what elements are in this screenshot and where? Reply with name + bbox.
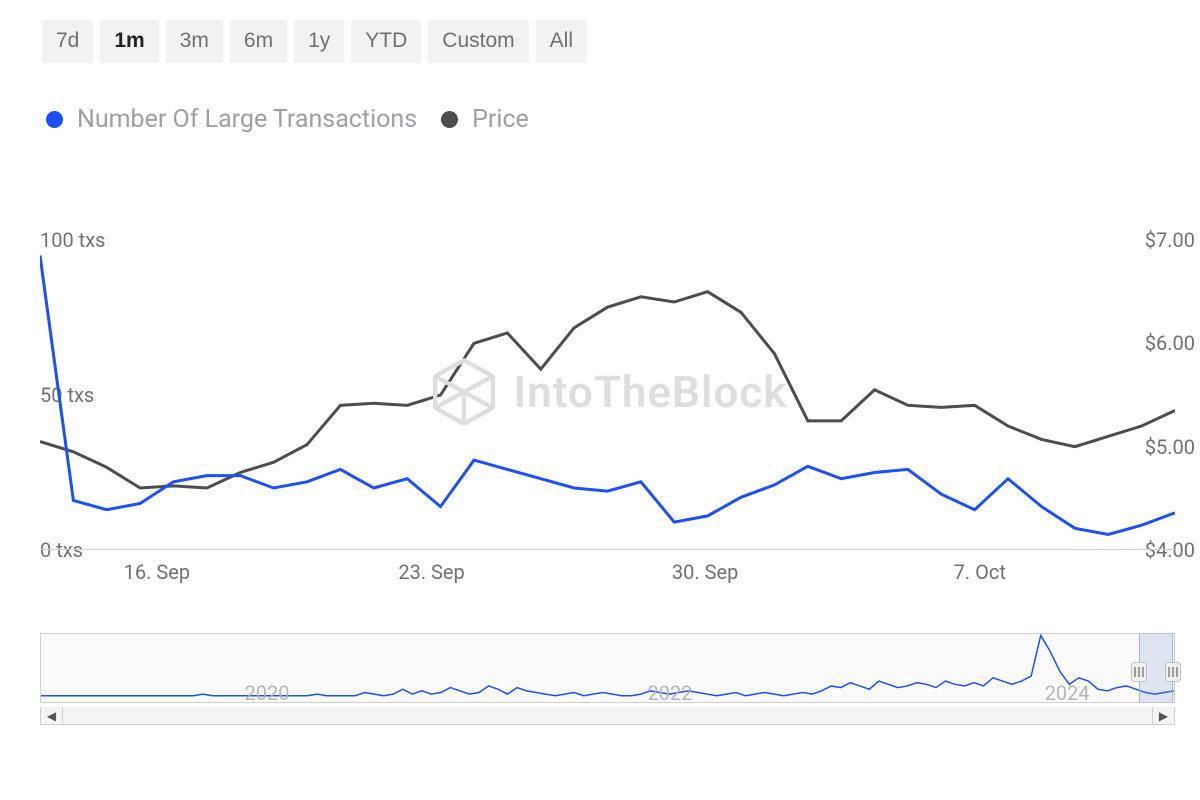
range-7d[interactable]: 7d	[42, 20, 93, 63]
range-custom[interactable]: Custom	[428, 20, 528, 63]
xaxis-tick: 7. Oct	[954, 560, 1006, 584]
legend-dot-transactions	[46, 111, 63, 128]
range-1m[interactable]: 1m	[100, 20, 158, 63]
range-all[interactable]: All	[536, 20, 587, 63]
navigator-year-tick: 2024	[1045, 681, 1090, 705]
legend-label-price: Price	[472, 105, 529, 134]
chart-baseline	[40, 549, 1175, 550]
xaxis-tick: 30. Sep	[672, 560, 738, 584]
legend-dot-price	[441, 111, 458, 128]
main-chart[interactable]: IntoTheBlock	[40, 240, 1175, 550]
navigator-year-tick: 2022	[647, 681, 692, 705]
chart-navigator[interactable]: ◀ ▶ 2020 2022 2024	[40, 633, 1175, 725]
range-3m[interactable]: 3m	[166, 20, 223, 63]
navigator-year-tick: 2020	[245, 681, 290, 705]
range-6m[interactable]: 6m	[230, 20, 287, 63]
legend-label-transactions: Number Of Large Transactions	[77, 105, 417, 134]
navigator-scrollbar[interactable]: ◀ ▶	[40, 707, 1175, 725]
legend-item-price[interactable]: Price	[441, 105, 529, 134]
navigator-scroll-right[interactable]: ▶	[1152, 707, 1174, 724]
navigator-handle-right[interactable]	[1165, 662, 1181, 682]
legend-item-transactions[interactable]: Number Of Large Transactions	[46, 105, 417, 134]
chart-canvas	[40, 240, 1175, 550]
xaxis-tick: 23. Sep	[398, 560, 464, 584]
range-1y[interactable]: 1y	[294, 20, 344, 63]
navigator-canvas	[41, 634, 1174, 702]
xaxis-tick: 16. Sep	[124, 560, 190, 584]
navigator-handle-left[interactable]	[1131, 662, 1147, 682]
range-ytd[interactable]: YTD	[351, 20, 421, 63]
navigator-scroll-left[interactable]: ◀	[41, 707, 63, 724]
